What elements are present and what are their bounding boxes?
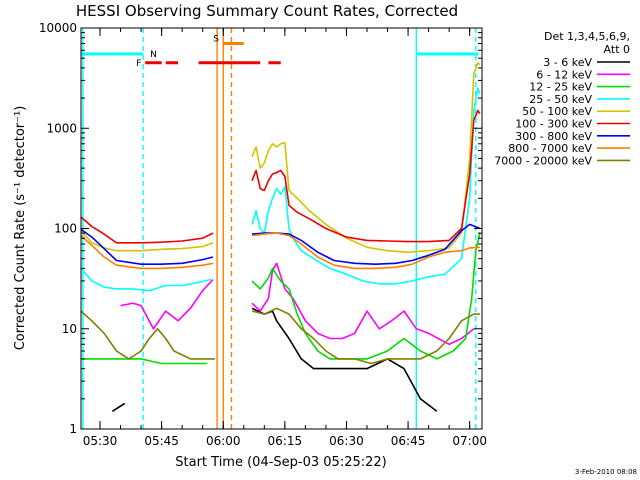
x-axis-label: Start Time (04-Sep-03 05:25:22) (175, 455, 386, 470)
series-line-7 (80, 223, 481, 265)
series-line-5 (80, 62, 481, 253)
flag-bars: N S F (81, 35, 478, 69)
y-axis-label: Corrected Count Rate (s⁻¹ detector⁻¹) (13, 106, 28, 351)
chart-title: HESSI Observing Summary Count Rates, Cor… (76, 2, 458, 20)
flag-label-S: S (213, 35, 219, 45)
legend-entry-label-1: 3 - 6 keV (543, 56, 592, 69)
vertical-markers (82, 28, 477, 429)
series-line-6 (80, 109, 481, 244)
legend-entry-label-3: 12 - 25 keV (529, 81, 592, 94)
legend-entry-label-5: 50 - 100 keV (522, 105, 592, 118)
x-tick-label-06:45: 06:45 (391, 434, 426, 448)
x-tick-label-07:00: 07:00 (452, 434, 487, 448)
series-line-3 (81, 232, 481, 365)
series-line-2 (120, 262, 475, 346)
flag-label-F: F (136, 59, 141, 69)
legend-entry-label-8: 800 - 7000 keV (508, 142, 592, 155)
y-tick-label-100: 100 (54, 222, 77, 236)
legend-entry-label-4: 25 - 50 keV (529, 93, 592, 106)
legend-entry-label-6: 100 - 300 keV (515, 118, 592, 131)
series-line-4 (80, 87, 481, 292)
y-axis-ticks: 1 10 100 1000 10000 (39, 21, 482, 436)
legend-header-line-2: Att 0 (604, 43, 630, 56)
series-line-8 (80, 232, 480, 270)
y-tick-label-1000: 1000 (46, 121, 77, 135)
x-axis-ticks: 05:30 05:45 06:00 06:15 06:30 06:45 07:00 (83, 28, 487, 448)
x-tick-label-06:30: 06:30 (329, 434, 364, 448)
legend-header-line-1: Det 1,3,4,5,6,9, (544, 30, 630, 43)
legend-entry-label-9: 7000 - 20000 keV (494, 154, 592, 167)
x-tick-label-06:00: 06:00 (206, 434, 241, 448)
series-layer (80, 62, 481, 412)
legend-entry-label-7: 300 - 800 keV (515, 130, 592, 143)
x-tick-label-05:30: 05:30 (83, 434, 118, 448)
y-tick-label-10000: 10000 (39, 21, 77, 35)
footer-date: 3-Feb-2010 08:08 (575, 468, 637, 476)
x-tick-label-05:45: 05:45 (144, 434, 179, 448)
legend-entry-label-2: 6 - 12 keV (536, 68, 592, 81)
y-tick-label-1: 1 (69, 422, 77, 436)
series-line-9 (80, 307, 480, 365)
flag-label-N: N (150, 50, 157, 60)
x-tick-label-06:15: 06:15 (268, 434, 303, 448)
plot-frame (80, 27, 483, 430)
y-tick-label-10: 10 (62, 322, 77, 336)
